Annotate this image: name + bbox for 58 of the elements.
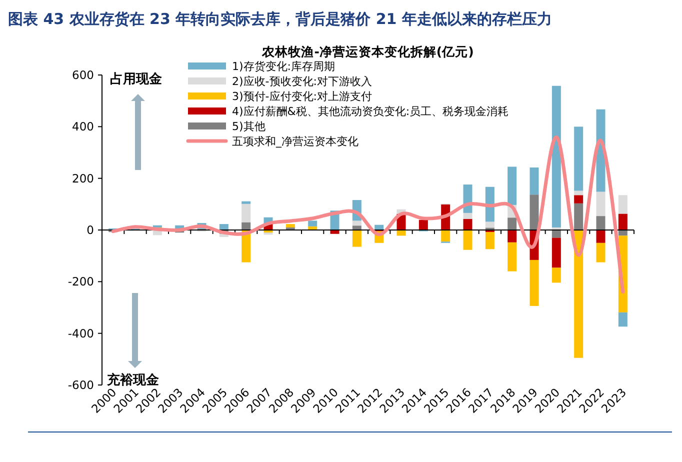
bar [552, 238, 561, 268]
bar [508, 242, 517, 272]
bar [463, 230, 472, 250]
y-tick-label: -600 [68, 378, 94, 392]
legend-label: 3)预付-应付变化:对上游支付 [232, 90, 372, 103]
bar [308, 220, 318, 226]
legend-label: 1)存货变化:库存周期 [232, 60, 335, 73]
bar [596, 216, 606, 230]
bar [574, 230, 584, 358]
chart-title: 图表 43 农业存货在 23 年转向实际去库，背后是猪价 21 年走低以来的存栏压力 [8, 10, 552, 28]
y-tick-label: 400 [72, 120, 94, 134]
bar [242, 222, 251, 230]
bar [574, 203, 584, 230]
legend-label: 2)应收-预收变化:对下游收入 [232, 75, 372, 88]
legend-label: 5)其他 [232, 120, 266, 133]
bar [508, 218, 517, 230]
bar [530, 260, 539, 306]
y-tick-label: 0 [86, 223, 94, 237]
line-series [111, 136, 625, 294]
bar [286, 224, 295, 228]
bar [618, 312, 628, 327]
annotation: 充裕现金 [106, 372, 160, 388]
bar [596, 230, 606, 243]
bar [485, 232, 494, 250]
bar [352, 220, 362, 226]
legend-label: 4)应付薪酬&税、其他流动资负变化:员工、税务现金消耗 [232, 105, 509, 118]
bar [242, 204, 251, 222]
bar [574, 126, 584, 191]
bar [552, 268, 561, 283]
bar [330, 230, 340, 234]
bar [596, 242, 606, 262]
bar [418, 220, 428, 230]
annotation: 占用现金 [110, 72, 163, 87]
bar [352, 230, 362, 247]
y-tick-label: -200 [68, 274, 94, 289]
bar [441, 230, 450, 242]
bar [242, 201, 251, 204]
bar [508, 230, 517, 242]
bar [352, 226, 362, 230]
chart-subtitle: 农林牧渔-净营运资本变化拆解(亿元) [261, 44, 474, 59]
bar [463, 218, 472, 230]
bar [463, 212, 472, 219]
bar [485, 222, 494, 228]
bar [618, 195, 628, 214]
bar [596, 192, 606, 216]
legend-label: 五项求和_净营运资本变化 [232, 135, 358, 148]
bar [530, 167, 539, 195]
y-tick-label: -400 [68, 326, 94, 340]
bar [552, 86, 561, 228]
y-tick-label: 200 [72, 171, 94, 186]
bar [574, 195, 584, 204]
y-tick-label: 600 [72, 68, 94, 82]
bar [574, 190, 584, 196]
bar [219, 224, 228, 230]
bar [552, 230, 561, 238]
bar [530, 194, 539, 230]
bar [618, 214, 628, 230]
bar [508, 166, 517, 205]
